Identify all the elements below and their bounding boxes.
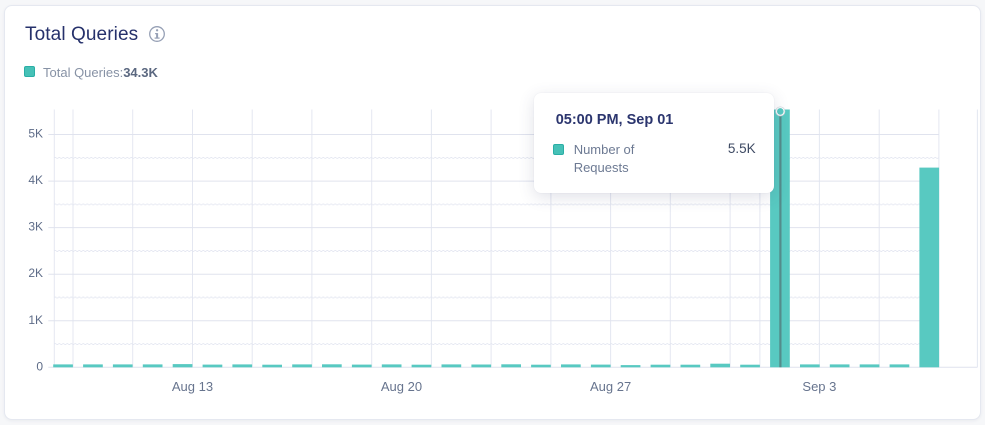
svg-text:0: 0 [36, 359, 43, 373]
svg-text:4K: 4K [28, 173, 43, 187]
svg-text:2K: 2K [28, 266, 43, 280]
svg-text:5K: 5K [28, 127, 43, 141]
svg-text:3K: 3K [28, 220, 43, 234]
svg-text:1K: 1K [28, 313, 43, 327]
svg-text:Aug 27: Aug 27 [590, 379, 631, 394]
svg-text:Aug 20: Aug 20 [381, 379, 422, 394]
svg-text:Sep 3: Sep 3 [802, 379, 836, 394]
svg-text:Aug 13: Aug 13 [172, 379, 213, 394]
